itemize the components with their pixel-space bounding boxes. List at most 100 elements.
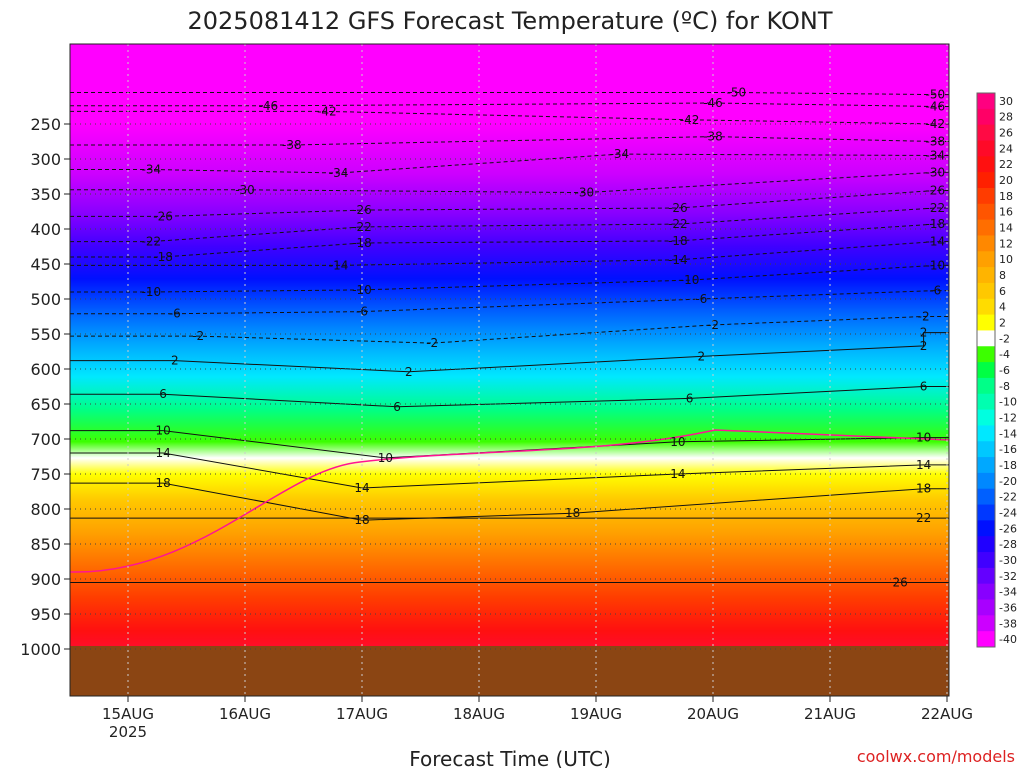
colorbar-label: -36 [999, 601, 1017, 614]
colorbar-label: -32 [999, 570, 1017, 583]
y-tick-label: 700 [30, 430, 61, 449]
colorbar-label: -20 [999, 475, 1017, 488]
isotherm-line [70, 452, 949, 489]
y-tick-label: 550 [30, 325, 61, 344]
x-tick-label: 20AUG [687, 705, 739, 723]
contour-label: 26 [893, 576, 908, 590]
colorbar-label: 22 [999, 158, 1013, 171]
isotherm-line [70, 171, 949, 194]
colorbar-label: 8 [999, 269, 1006, 282]
contour-label: 18 [354, 513, 369, 527]
contour-label: -50 [925, 88, 945, 102]
y-tick-label: 650 [30, 395, 61, 414]
pressure-axis: 250 300 350 400 450 500 550 600 650 700 750 800 850 9… [20, 115, 70, 659]
contour-label: 6 [920, 380, 928, 394]
y-tick-label: 850 [30, 535, 61, 554]
isotherm-line [70, 316, 949, 344]
contour-label: -18 [668, 234, 688, 248]
contour-label: -50 [727, 86, 747, 100]
colorbar-swatch [977, 488, 995, 506]
contour-label: -10 [142, 285, 162, 299]
contour-label: -38 [703, 130, 723, 144]
colorbar-swatch [977, 362, 995, 379]
gridlines [70, 44, 949, 696]
contour-label: 18 [565, 506, 580, 520]
contour-label: -46 [925, 100, 945, 114]
colorbar-swatch [977, 251, 995, 268]
colorbar-label: 10 [999, 253, 1013, 266]
colorbar-swatch [977, 631, 995, 648]
contour-label: -10 [352, 283, 372, 297]
colorbar-label: -24 [999, 506, 1017, 519]
contour-label: 14 [155, 446, 170, 460]
colorbar-label: -22 [999, 491, 1017, 504]
colorbar-label: -26 [999, 522, 1017, 535]
contour-label: -18 [925, 217, 945, 231]
contour-label: -6 [695, 292, 707, 306]
colorbar-label: -30 [999, 554, 1017, 567]
contour-label: 14 [916, 458, 931, 472]
plot-area: -50 -50-46 -46 -46-42-42 -42-38-38 -38-34 -34-… [69, 43, 950, 697]
colorbar-label: 14 [999, 222, 1013, 235]
colorbar-swatch [977, 409, 995, 426]
colorbar-swatch [977, 235, 995, 252]
y-tick-label: 800 [30, 500, 61, 519]
x-tick-label: 15AUG [102, 705, 154, 723]
colorbar-label: -16 [999, 443, 1017, 456]
colorbar-swatch [977, 140, 995, 157]
contour-label: -14 [329, 258, 349, 272]
colorbar-swatch [977, 203, 995, 221]
contour-label: -22 [142, 235, 162, 249]
colorbar-label: -6 [999, 364, 1010, 377]
ground-below-surface [70, 646, 949, 696]
colorbar-label: -34 [999, 586, 1017, 599]
contour-label: 14 [354, 481, 369, 495]
colorbar-label: -10 [999, 396, 1017, 409]
colorbar-label: -28 [999, 538, 1017, 551]
credit-text: coolwx.com/models [857, 747, 1015, 766]
contour-label: 10 [378, 451, 393, 465]
temperature-field [70, 44, 949, 696]
colorbar-label: 12 [999, 237, 1013, 250]
contour-label: -34 [329, 166, 349, 180]
contour-label: -26 [668, 201, 688, 215]
contour-label: -14 [925, 235, 945, 249]
colorbar-label: 6 [999, 285, 1006, 298]
isotherm-line [70, 92, 949, 96]
colorbar-label: 28 [999, 111, 1013, 124]
colorbar-swatch [977, 172, 995, 189]
colorbar-swatch [977, 425, 995, 442]
colorbar-swatch [977, 346, 995, 363]
isotherm-line [70, 190, 949, 217]
contour-label: 10 [916, 431, 931, 445]
colorbar-swatch [977, 267, 995, 284]
x-tick-label: 18AUG [453, 705, 505, 723]
contour-label: -30 [925, 165, 945, 179]
y-tick-label: 300 [30, 150, 61, 169]
contour-label: -6 [929, 284, 941, 298]
contour-label: -2 [426, 336, 438, 350]
colorbar-label: 20 [999, 174, 1013, 187]
colorbar-label: 30 [999, 95, 1013, 108]
isotherm-line [70, 482, 949, 521]
colorbar-label: 18 [999, 190, 1013, 203]
isotherm-line [70, 386, 949, 408]
colorbar-frame [976, 92, 996, 648]
colorbar-swatch [977, 219, 995, 236]
x-axis-label: Forecast Time (UTC) [409, 747, 611, 768]
contour-label: 2 [405, 365, 413, 379]
y-tick-label: 950 [30, 605, 61, 624]
colorbar-label: 2 [999, 317, 1006, 330]
x-tick-label: 17AUG [336, 705, 388, 723]
colorbar-label: -14 [999, 427, 1017, 440]
contour-label: -22 [668, 217, 688, 231]
colorbar-label: 16 [999, 206, 1013, 219]
colorbar-swatch [977, 282, 995, 300]
colorbar-label: 4 [999, 301, 1006, 314]
isotherm-line [70, 153, 949, 174]
contour-label: 6 [393, 400, 401, 414]
contour-label: 10 [670, 435, 685, 449]
isotherm-line [70, 332, 949, 373]
contour-label: -38 [925, 135, 945, 149]
